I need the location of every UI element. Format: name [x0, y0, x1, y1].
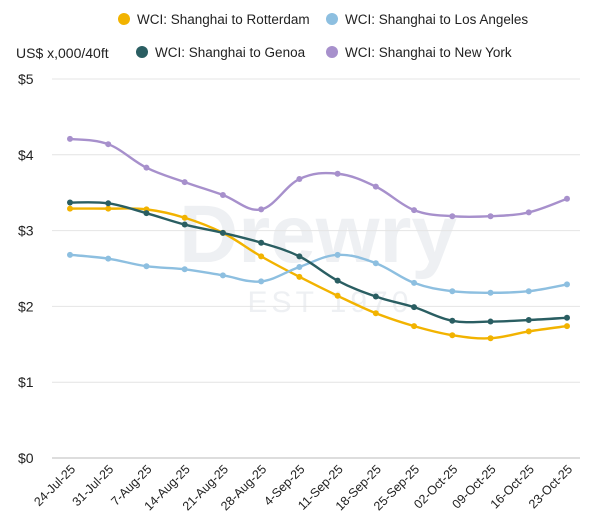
y-tick-label: $4 [18, 147, 34, 163]
data-point [449, 288, 456, 295]
data-point [67, 135, 73, 142]
legend-item: WCI: Shanghai to Rotterdam [118, 12, 310, 27]
series-wci-shanghai-to-genoa [67, 199, 570, 325]
series-wci-shanghai-to-los-angeles [67, 251, 570, 296]
data-point [181, 214, 188, 221]
legend-label: WCI: Shanghai to Rotterdam [137, 12, 310, 27]
y-axis-label: US$ x,000/40ft [16, 45, 109, 61]
legend-item: WCI: Shanghai to Los Angeles [326, 12, 528, 27]
data-point [105, 205, 112, 212]
data-point [219, 272, 226, 279]
legend-swatch [118, 13, 130, 25]
legend-item: WCI: Shanghai to New York [326, 45, 512, 60]
data-point [564, 323, 570, 330]
data-point [258, 278, 265, 285]
data-point [411, 279, 418, 286]
legend-label: WCI: Shanghai to Los Angeles [345, 12, 528, 27]
data-point [296, 263, 303, 270]
data-point [487, 318, 494, 325]
data-point [105, 255, 112, 262]
data-point [487, 289, 494, 296]
data-point [411, 207, 418, 214]
data-point [67, 205, 73, 212]
data-point [258, 253, 265, 260]
data-point [449, 332, 456, 339]
data-point [219, 229, 226, 236]
data-point [219, 191, 226, 198]
series-line [69, 201, 568, 324]
data-point [334, 251, 341, 258]
data-point [67, 199, 73, 206]
data-point [372, 183, 379, 190]
series-wci-shanghai-to-new-york [67, 135, 570, 220]
y-tick-label: $3 [18, 223, 34, 239]
data-point [525, 317, 532, 324]
data-point [449, 317, 456, 324]
data-point [181, 179, 188, 186]
legend-label: WCI: Shanghai to Genoa [155, 45, 306, 60]
data-point [143, 164, 150, 171]
data-point [487, 213, 494, 220]
data-point [143, 210, 150, 217]
legend-swatch [136, 46, 148, 58]
data-point [487, 335, 494, 342]
x-tick-label: 31-Jul-25 [70, 462, 117, 509]
y-tick-label: $5 [18, 71, 34, 87]
y-tick-label: $2 [18, 298, 34, 314]
data-point [334, 277, 341, 284]
legend-item: WCI: Shanghai to Genoa [136, 45, 306, 60]
data-point [334, 292, 341, 299]
data-point [411, 304, 418, 311]
legend-label: WCI: Shanghai to New York [345, 45, 512, 60]
y-tick-label: $0 [18, 450, 34, 466]
data-point [525, 288, 532, 295]
data-point [181, 221, 188, 228]
data-point [372, 260, 379, 267]
legend-swatch [326, 13, 338, 25]
data-point [296, 176, 303, 183]
data-point [372, 310, 379, 317]
data-point [372, 293, 379, 300]
data-point [525, 209, 532, 216]
data-point [525, 328, 532, 335]
data-point [564, 314, 570, 321]
data-point [67, 251, 73, 258]
data-point [258, 206, 265, 213]
data-point [143, 263, 150, 270]
legend-swatch [326, 46, 338, 58]
data-point [105, 141, 112, 148]
data-point [449, 213, 456, 220]
series-line [69, 137, 568, 219]
series-line [69, 253, 568, 294]
data-point [564, 281, 570, 288]
data-point [258, 239, 265, 246]
series-line [69, 207, 568, 340]
data-point [105, 200, 112, 207]
data-point [296, 273, 303, 280]
data-point [334, 170, 341, 177]
data-point [411, 323, 418, 330]
data-point [564, 195, 570, 202]
data-point [181, 266, 188, 273]
data-point [296, 253, 303, 260]
y-tick-label: $1 [18, 374, 34, 390]
